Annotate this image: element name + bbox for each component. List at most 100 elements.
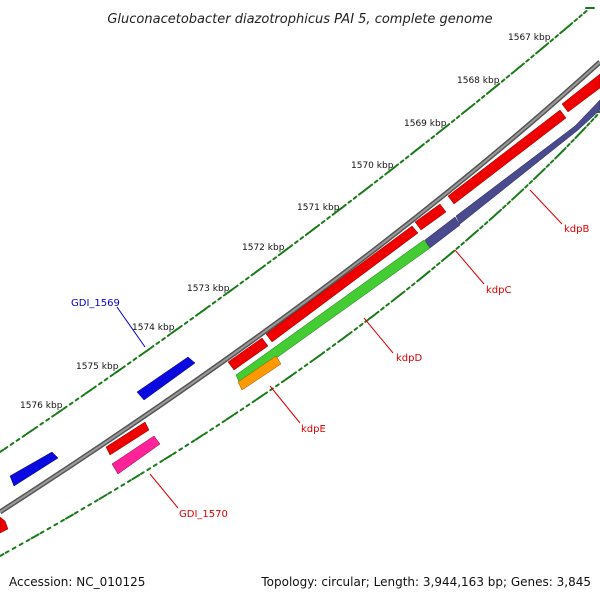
track-dot bbox=[215, 423, 221, 428]
track-dot bbox=[528, 180, 533, 185]
inner-dotted-track bbox=[0, 111, 600, 558]
track-dot bbox=[562, 24, 571, 32]
track-dot bbox=[425, 139, 430, 144]
track-dot bbox=[245, 276, 250, 281]
gene-label-kdpB[interactable]: kdpB bbox=[564, 224, 589, 235]
track-dot bbox=[410, 151, 415, 156]
gene-kdpC-feature[interactable] bbox=[424, 216, 461, 249]
track-dot bbox=[233, 411, 239, 416]
track-dot bbox=[234, 284, 239, 289]
gene-label-GDI_1569[interactable]: GDI_1569 bbox=[71, 298, 120, 309]
track-dot bbox=[342, 203, 347, 208]
track-dot bbox=[251, 399, 257, 404]
track-dot bbox=[277, 252, 283, 257]
track-dot bbox=[374, 310, 380, 315]
track-dot bbox=[178, 447, 183, 452]
track-dot bbox=[9, 442, 15, 446]
leader-GDI_1570 bbox=[149, 473, 179, 509]
track-dot bbox=[25, 428, 35, 436]
gene-kdpB-feature[interactable] bbox=[455, 99, 600, 225]
track-dot bbox=[411, 282, 416, 287]
track-dot bbox=[4, 550, 10, 554]
track-dot bbox=[250, 272, 256, 277]
gene-red-upper-feature[interactable] bbox=[447, 109, 567, 205]
track-dot bbox=[559, 30, 564, 35]
track-dot bbox=[570, 138, 575, 144]
track-dot bbox=[103, 377, 109, 382]
track-dot bbox=[155, 341, 161, 345]
gene-label-kdpE[interactable]: kdpE bbox=[301, 424, 326, 435]
track-dot bbox=[562, 147, 567, 152]
gene-red-long-feature[interactable] bbox=[265, 225, 419, 343]
track-dot bbox=[206, 304, 211, 309]
track-dot bbox=[530, 54, 535, 59]
track-dot bbox=[281, 246, 290, 254]
gene-kdpE-feature[interactable] bbox=[237, 355, 282, 391]
track-dot bbox=[73, 510, 79, 515]
track-dot bbox=[326, 215, 331, 220]
genome-title: Gluconacetobacter diazotrophicus PAI 5, … bbox=[107, 12, 492, 27]
track-dot bbox=[107, 491, 112, 495]
gene-label-kdpC[interactable]: kdpC bbox=[486, 285, 511, 296]
track-dot bbox=[53, 522, 59, 527]
track-dot bbox=[255, 394, 265, 401]
leader-GDI_1569 bbox=[116, 306, 146, 348]
gene-label-GDI_1570[interactable]: GDI_1570 bbox=[179, 509, 228, 520]
track-dot bbox=[45, 417, 50, 422]
track-dot bbox=[400, 290, 406, 295]
track-dot bbox=[361, 186, 370, 194]
track-dot bbox=[444, 252, 453, 260]
track-dot bbox=[254, 267, 263, 274]
track-dot bbox=[225, 414, 235, 421]
track-dot bbox=[203, 431, 208, 436]
track-dot bbox=[368, 183, 374, 188]
track-dot bbox=[431, 266, 436, 271]
track-dot bbox=[51, 413, 56, 418]
track-dot bbox=[146, 467, 152, 471]
track-dot bbox=[476, 98, 481, 103]
track-dot bbox=[556, 149, 565, 158]
tick-label: 1576 kbp bbox=[20, 401, 63, 411]
track-dot bbox=[3, 446, 9, 450]
track-dot bbox=[404, 155, 410, 160]
track-dot bbox=[335, 206, 344, 214]
gene-label-kdpD[interactable]: kdpD bbox=[396, 353, 422, 364]
track-dot bbox=[535, 50, 540, 55]
track-dot bbox=[468, 231, 477, 240]
gene-red-top-feature[interactable] bbox=[561, 73, 600, 113]
track-dot bbox=[549, 38, 554, 43]
track-dot bbox=[538, 44, 547, 52]
track-dot bbox=[495, 82, 501, 87]
track-dot bbox=[394, 163, 400, 168]
track-dot bbox=[535, 170, 544, 178]
track-dot bbox=[0, 553, 5, 558]
track-dot bbox=[263, 391, 268, 396]
gene-GDI_1570-feature[interactable] bbox=[111, 435, 161, 475]
track-dot bbox=[60, 518, 65, 523]
track-dot bbox=[481, 94, 486, 99]
gene-red-small-feature[interactable] bbox=[414, 203, 447, 231]
track-dot bbox=[489, 85, 498, 93]
tick-label: 1569 kbp bbox=[404, 119, 447, 129]
track-dot bbox=[379, 175, 384, 180]
gene-GDI_1569-feature[interactable] bbox=[136, 356, 196, 401]
track-dot bbox=[331, 343, 337, 347]
gene-red-short-feature[interactable] bbox=[227, 337, 269, 371]
leader-kdpC bbox=[454, 249, 485, 285]
gene-red-edge-feature[interactable] bbox=[0, 516, 9, 534]
gene-kdpD-feature[interactable] bbox=[235, 239, 431, 385]
gene-blue-left-feature[interactable] bbox=[9, 451, 59, 487]
track-dot bbox=[519, 188, 525, 193]
track-dot bbox=[46, 526, 52, 531]
gene-red-near-GDI_1570-feature[interactable] bbox=[105, 421, 150, 456]
reverse-genes bbox=[111, 99, 600, 475]
track-dot bbox=[380, 306, 385, 311]
track-dot bbox=[483, 221, 489, 226]
track-dot bbox=[578, 14, 583, 19]
track-dot bbox=[393, 293, 403, 300]
track-dot bbox=[308, 226, 317, 234]
track-dot bbox=[464, 105, 473, 113]
track-dot bbox=[309, 359, 314, 364]
track-dot bbox=[568, 22, 574, 27]
